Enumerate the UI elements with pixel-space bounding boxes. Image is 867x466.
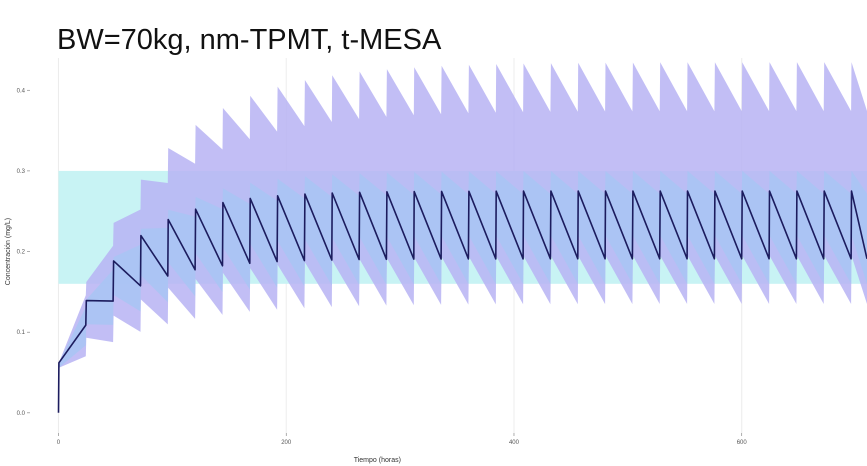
chart-title-overlay: BW=70kg, nm-TPMT, t-MESA [57,24,442,56]
y-tick-label: 0.4 [17,88,26,94]
y-tick-label: 0.1 [17,330,26,336]
x-axis-label: Tiempo (horas) [354,457,401,464]
x-axis-ticks: 0 200 400 600 [57,433,748,446]
median-concentration-line [57,190,867,413]
x-tick-label: 0 [57,440,61,446]
y-axis-ticks: 0.0 0.1 0.2 0.3 0.4 [17,88,30,417]
y-axis-label: Concentración (mg/L) [5,218,12,285]
x-tick-label: 600 [737,440,748,446]
y-tick-label: 0.0 [17,411,26,417]
y-tick-label: 0.2 [17,250,26,256]
x-tick-label: 200 [281,440,292,446]
y-tick-label: 0.3 [17,169,26,175]
x-tick-label: 400 [509,440,520,446]
plot-panel [30,58,867,433]
